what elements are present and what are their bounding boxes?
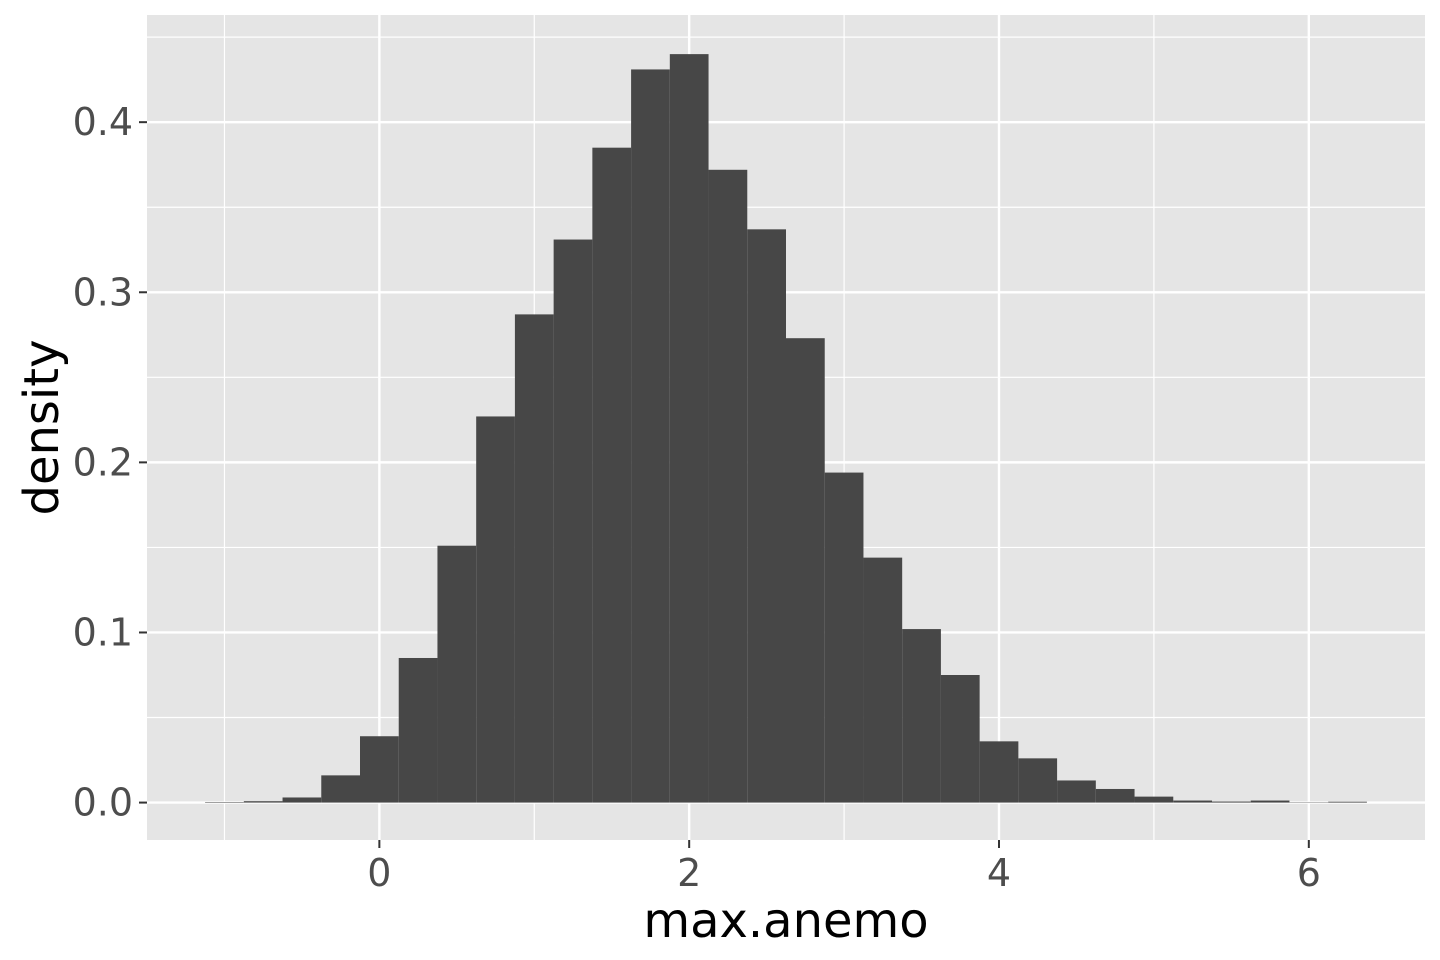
y-tick-label: 0.2 <box>73 440 133 484</box>
histogram-bar <box>1095 788 1135 803</box>
histogram-bar <box>824 472 864 803</box>
x-tick-label: 6 <box>1297 851 1321 895</box>
histogram-bar <box>243 801 283 803</box>
y-tick-label: 0.4 <box>73 100 133 144</box>
histogram-bar <box>1328 801 1367 803</box>
histogram-bar <box>360 736 399 803</box>
x-tick-label: 0 <box>367 851 391 895</box>
histogram-bar <box>321 775 360 803</box>
histogram-bar <box>1057 780 1096 803</box>
histogram-bar <box>592 147 632 803</box>
histogram-bar <box>708 169 748 803</box>
histogram-bar <box>902 629 941 803</box>
x-tick-label: 4 <box>987 851 1011 895</box>
histogram-bar <box>1018 758 1058 803</box>
histogram-bar <box>437 545 477 803</box>
x-axis: 0 2 4 6 <box>367 840 1321 895</box>
histogram-bar <box>553 239 593 803</box>
histogram-bar <box>631 69 670 803</box>
histogram-bar <box>476 416 515 803</box>
histogram-bar <box>1134 796 1174 803</box>
histogram-bar <box>979 741 1019 803</box>
y-tick-label: 0.1 <box>73 610 133 654</box>
histogram-bar <box>514 314 554 803</box>
histogram-bar <box>1212 801 1251 803</box>
y-axis-title: density <box>14 340 70 516</box>
histogram-bar <box>940 675 980 803</box>
histogram-bar <box>1173 800 1212 803</box>
histogram-bar <box>669 54 709 803</box>
x-tick-label: 2 <box>677 851 701 895</box>
y-tick-label: 0.3 <box>73 270 133 314</box>
histogram-bar <box>282 797 322 803</box>
bars <box>205 54 1367 803</box>
histogram-bar <box>398 657 438 803</box>
histogram-bar <box>863 557 903 803</box>
x-axis-title: max.anemo <box>643 893 928 949</box>
y-tick-label: 0.0 <box>73 781 133 825</box>
histogram-bar <box>1250 800 1290 803</box>
histogram-bar <box>747 229 786 803</box>
histogram-bar <box>205 802 244 803</box>
y-axis: 0.0 0.1 0.2 0.3 0.4 <box>73 100 147 825</box>
histogram-bar <box>786 338 825 803</box>
